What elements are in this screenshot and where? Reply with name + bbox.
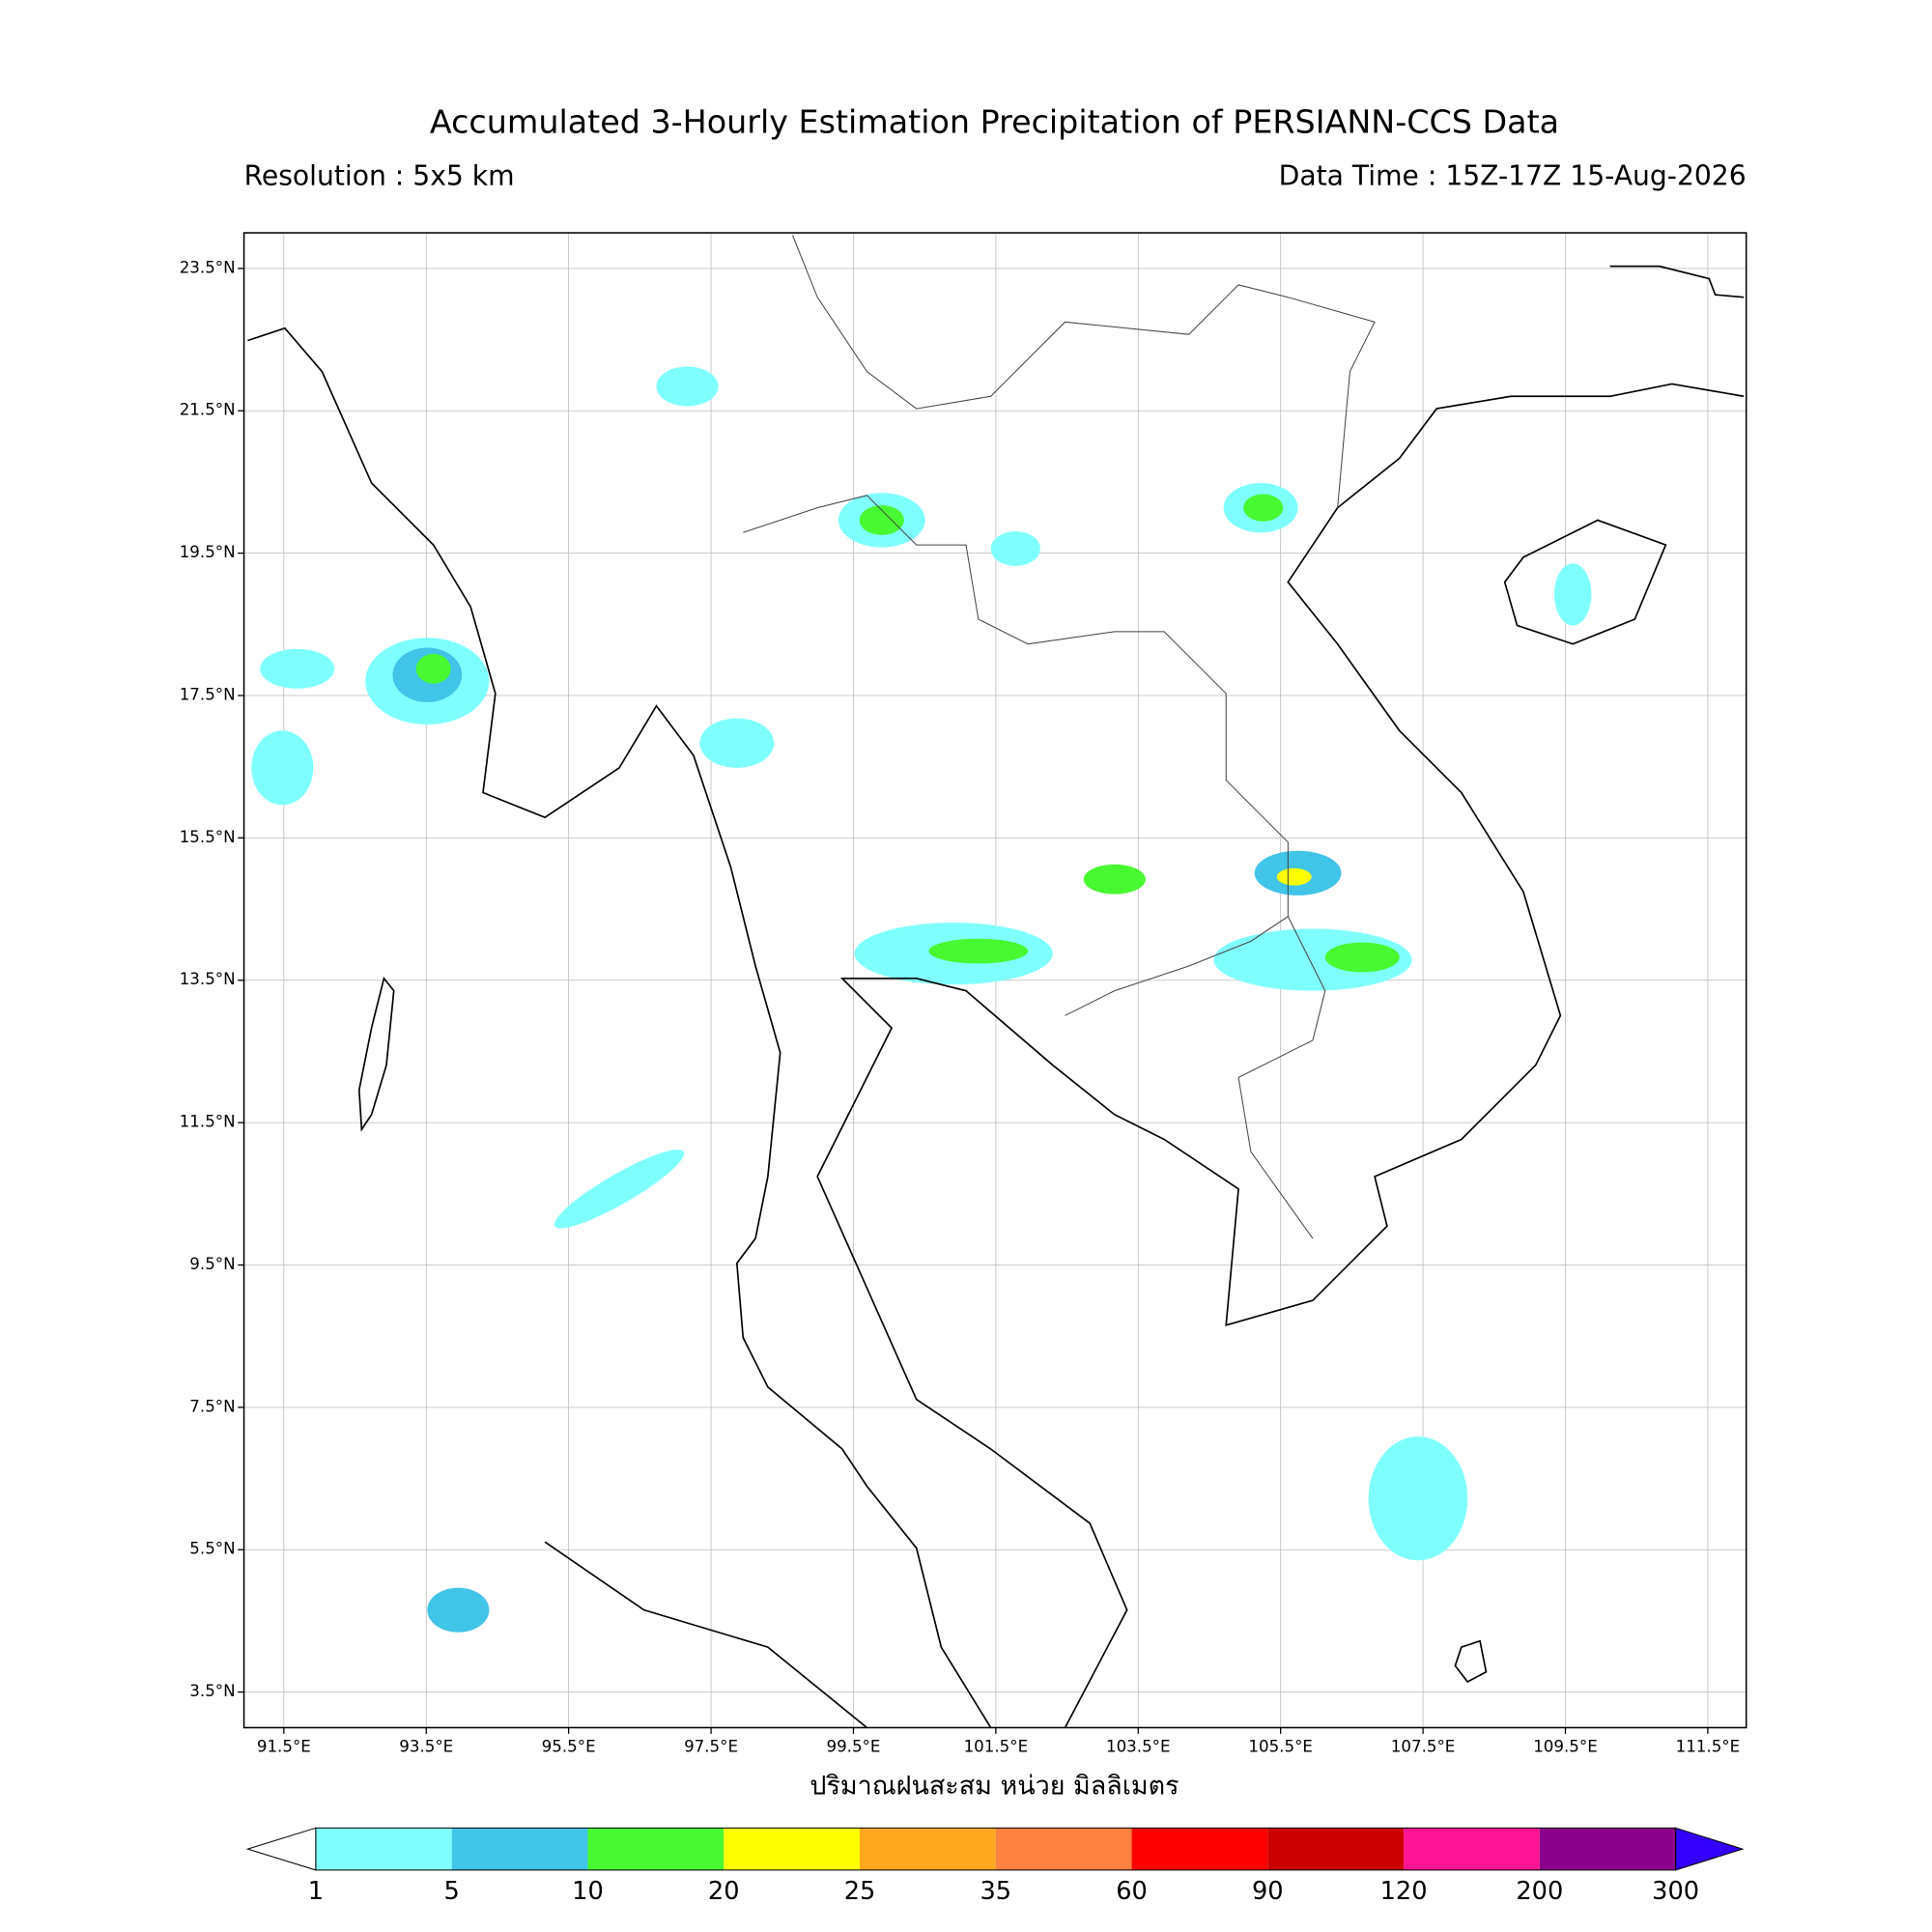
colorbar-outline bbox=[315, 1827, 1677, 1871]
colorbar-label: 5 bbox=[444, 1877, 460, 1906]
y-tick-label: 5.5°N bbox=[189, 1540, 235, 1558]
coastlines bbox=[247, 265, 1745, 1729]
ticks: 91.5°E 93.5°E 95.5°E 97.5°E 99.5°E 101.5°E 103… bbox=[180, 258, 1740, 1755]
colorbar-label: 60 bbox=[1116, 1877, 1148, 1906]
x-tick-label: 95.5°E bbox=[542, 1737, 596, 1755]
colorbar-segment bbox=[1131, 1828, 1268, 1870]
y-tick-label: 13.5°N bbox=[180, 970, 236, 988]
border bbox=[743, 495, 1289, 1016]
x-tick-label: 107.5°E bbox=[1391, 1737, 1456, 1755]
y-tick-label: 15.5°N bbox=[180, 828, 236, 846]
rain-area bbox=[990, 531, 1040, 566]
colorbar-segment bbox=[1404, 1828, 1540, 1870]
colorbar-label: 10 bbox=[572, 1877, 604, 1906]
borders bbox=[743, 235, 1376, 1239]
rain-area bbox=[1083, 864, 1146, 895]
rain-area bbox=[928, 938, 1029, 964]
colorbar-over bbox=[1675, 1827, 1745, 1871]
rain-overlay bbox=[251, 366, 1592, 1633]
colorbar-label: 1 bbox=[308, 1877, 324, 1906]
y-tick-label: 19.5°N bbox=[180, 543, 236, 561]
rain-area bbox=[1276, 867, 1312, 886]
rain-area bbox=[1243, 494, 1284, 522]
y-tick-label: 7.5°N bbox=[189, 1397, 235, 1415]
colorbar-label: 300 bbox=[1652, 1877, 1699, 1906]
coastline bbox=[816, 383, 1745, 1728]
island bbox=[357, 976, 395, 1132]
x-tick-label: 91.5°E bbox=[257, 1737, 311, 1755]
rain-area bbox=[260, 648, 335, 689]
title: Accumulated 3-Hourly Estimation Precipit… bbox=[430, 103, 1559, 141]
x-tick-label: 103.5°E bbox=[1106, 1737, 1171, 1755]
rain-area bbox=[427, 1587, 490, 1633]
border bbox=[792, 235, 1376, 508]
rain-area bbox=[554, 1150, 685, 1229]
x-tick-label: 105.5°E bbox=[1248, 1737, 1313, 1755]
data-time: Data Time : 15Z-17Z 15-Aug-2026 bbox=[1279, 159, 1747, 191]
x-tick-label: 97.5°E bbox=[684, 1737, 738, 1755]
x-axis-label: ปริมาณฝนสะสม หน่วย มิลลิเมตร bbox=[810, 1772, 1179, 1802]
y-tick-label: 23.5°N bbox=[180, 258, 236, 276]
island bbox=[1454, 1639, 1488, 1684]
y-tick-label: 3.5°N bbox=[189, 1682, 235, 1700]
y-tick-label: 11.5°N bbox=[180, 1113, 236, 1131]
rain-area bbox=[656, 366, 719, 407]
x-tick-label: 101.5°E bbox=[964, 1737, 1029, 1755]
island bbox=[1503, 519, 1667, 645]
colorbar-label: 120 bbox=[1380, 1877, 1428, 1906]
coastline bbox=[544, 1541, 867, 1729]
y-tick-label: 17.5°N bbox=[180, 685, 236, 703]
colorbar-label: 20 bbox=[708, 1877, 740, 1906]
y-tick-label: 9.5°N bbox=[189, 1255, 235, 1273]
colorbar-segment bbox=[995, 1828, 1132, 1870]
x-tick-label: 109.5°E bbox=[1533, 1737, 1598, 1755]
resolution: Resolution : 5x5 km bbox=[244, 159, 515, 191]
rain-area bbox=[415, 653, 451, 684]
rain-area bbox=[1368, 1436, 1468, 1561]
colorbar-segment bbox=[724, 1828, 860, 1870]
coastline bbox=[247, 327, 992, 1728]
rain-area bbox=[859, 505, 904, 535]
colorbar-segment bbox=[1539, 1828, 1676, 1870]
colorbar-segment bbox=[1267, 1828, 1405, 1870]
colorbar: 1 5 10 20 25 35 60 90 120 200 300 bbox=[245, 1827, 1745, 1906]
colorbar-label: 200 bbox=[1516, 1877, 1563, 1906]
colorbar-under bbox=[245, 1827, 317, 1871]
colorbar-label: 25 bbox=[844, 1877, 876, 1906]
colorbar-label: 35 bbox=[980, 1877, 1011, 1906]
colorbar-segment bbox=[451, 1828, 588, 1870]
border bbox=[1237, 916, 1326, 1239]
colorbar-segment bbox=[587, 1828, 724, 1870]
y-tick-label: 21.5°N bbox=[180, 401, 236, 419]
x-tick-label: 111.5°E bbox=[1676, 1737, 1741, 1755]
rain-area bbox=[1324, 942, 1400, 973]
colorbar-label: 90 bbox=[1252, 1877, 1284, 1906]
coastline bbox=[1609, 265, 1745, 298]
rain-area bbox=[251, 730, 314, 806]
x-tick-label: 93.5°E bbox=[399, 1737, 453, 1755]
rain-area bbox=[1553, 563, 1592, 626]
colorbar-segment bbox=[860, 1828, 996, 1870]
x-tick-label: 99.5°E bbox=[826, 1737, 880, 1755]
colorbar-segment bbox=[315, 1828, 452, 1870]
rain-area bbox=[699, 718, 775, 768]
